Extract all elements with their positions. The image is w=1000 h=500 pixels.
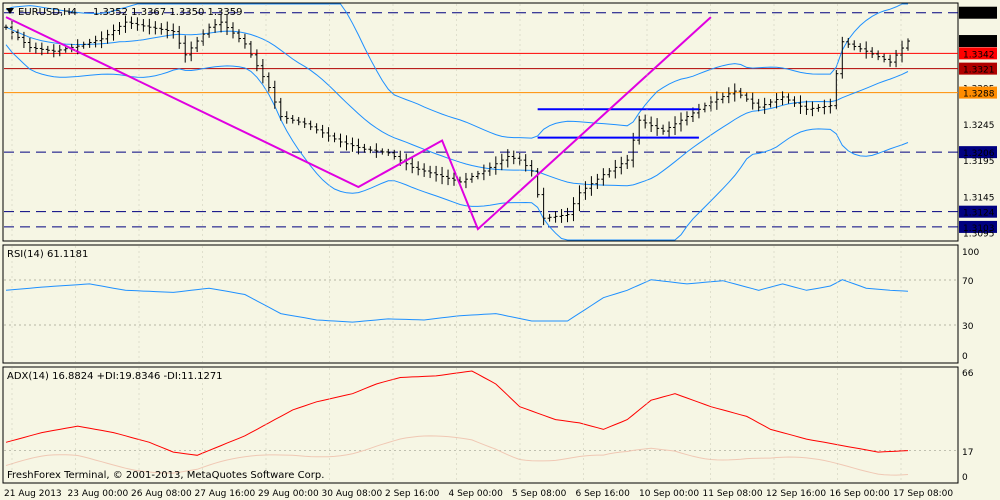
time-axis-label: 2 Sep 16:00 — [385, 489, 440, 499]
zigzag-line — [5, 16, 712, 231]
time-axis-label: 10 Sep 00:00 — [639, 489, 699, 499]
price-scale-label: 1.3103 — [963, 224, 995, 234]
rsi-scale-30: 30 — [962, 322, 974, 332]
price-scale-label: 1.3342 — [963, 50, 995, 60]
adx-scale-17: 17 — [962, 448, 973, 458]
symbol-label: EURUSD,H4 — [18, 7, 77, 18]
time-axis-label: 23 Aug 00:00 — [68, 489, 129, 499]
adx-title: ADX(14) 16.8824 +DI:19.8346 -DI:11.1271 — [7, 371, 223, 382]
rsi-line — [5, 279, 909, 323]
bollinger-lower-band — [5, 44, 909, 241]
price-label-box — [959, 6, 997, 19]
price-scale-label: 1.3398 — [963, 10, 995, 20]
price-scale-label: 1.3321 — [963, 66, 995, 76]
time-axis-label: 16 Sep 00:00 — [830, 489, 890, 499]
price-label-box — [959, 86, 997, 99]
price-label-box — [959, 47, 997, 60]
main-panel-layer — [4, 3, 958, 241]
symbol-dropdown-icon[interactable] — [6, 8, 14, 14]
time-axis-label: 27 Aug 16:00 — [195, 489, 256, 499]
price-scale-label: 1.3095 — [963, 230, 995, 240]
rsi-title: RSI(14) 61.1181 — [7, 249, 88, 260]
price-scale-label: 1.3124 — [963, 209, 995, 219]
rsi-scale-70: 70 — [962, 277, 974, 287]
price-scale-label: 1.3195 — [963, 157, 995, 167]
time-axis-label: 26 Aug 08:00 — [131, 489, 192, 499]
time-axis-label: 30 Aug 08:00 — [322, 489, 383, 499]
time-axis-label: 17 Sep 08:00 — [893, 489, 953, 499]
time-axis-label: 29 Aug 00:00 — [258, 489, 319, 499]
price-scale-label: 1.3245 — [963, 121, 995, 131]
bollinger-upper-band — [5, 3, 908, 139]
time-axis-label: 6 Sep 16:00 — [576, 489, 631, 499]
rsi-scale-0: 0 — [962, 352, 968, 362]
copyright-notice: FreshForex Terminal, © 2001-2013, MetaQu… — [7, 470, 324, 481]
price-scale-label: 1.3145 — [963, 193, 995, 203]
adx-scale-66: 66 — [962, 369, 974, 379]
price-label-box — [959, 35, 997, 48]
main-panel-frame — [2, 2, 959, 242]
rsi-panel-frame — [2, 244, 959, 364]
time-axis-label: 21 Aug 2013 — [4, 489, 62, 499]
price-scale-label: 1.3206 — [963, 149, 995, 159]
rsi-scale-100: 100 — [962, 248, 979, 258]
ohlc-readout: 1.3352 1.3367 1.3350 1.3359 — [93, 7, 243, 18]
time-axis-label: 4 Sep 00:00 — [449, 489, 504, 499]
time-axis-label: 12 Sep 16:00 — [766, 489, 826, 499]
price-scale-label: 1.3359 — [963, 38, 995, 48]
adx-scale-0: 0 — [962, 473, 968, 483]
bollinger-middle-band — [5, 26, 909, 187]
rsi-panel-layer — [4, 279, 958, 326]
time-axis-label: 11 Sep 08:00 — [703, 489, 763, 499]
adx-line — [5, 370, 909, 456]
time-axis-layer: 21 Aug 2013 23 Aug 00:00 26 Aug 08:00 27 Au… — [4, 4, 953, 499]
price-label-box — [959, 146, 997, 159]
price-label-box — [959, 205, 997, 218]
adx-panel-layer — [4, 370, 958, 476]
price-label-box — [959, 220, 997, 233]
price-label-box — [959, 62, 997, 75]
price-scale-label: 1.3288 — [963, 90, 995, 100]
di-line — [5, 435, 909, 476]
time-axis-label: 5 Sep 08:00 — [512, 489, 567, 499]
adx-panel-frame — [2, 366, 959, 484]
price-scale: 1.33981.33591.33421.33211.32951.32881.32… — [959, 6, 997, 240]
